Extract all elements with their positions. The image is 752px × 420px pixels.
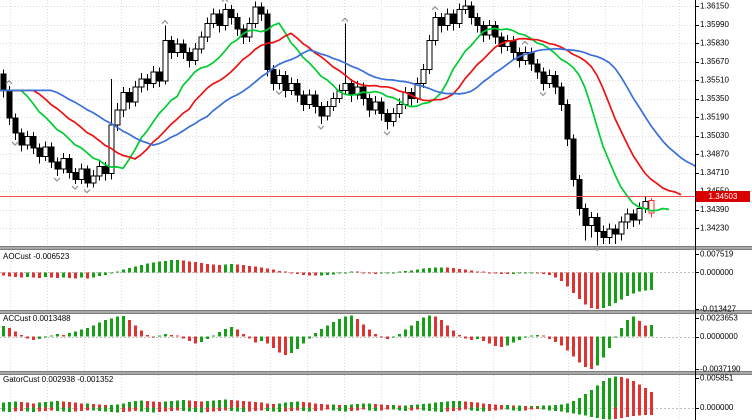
svg-text:0.000000: 0.000000 [700, 268, 734, 277]
indicator-histograms [2, 259, 653, 420]
indicator-label-ao: AOCust -0.006523 [3, 252, 70, 261]
svg-text:0.000000: 0.000000 [700, 403, 734, 412]
svg-text:1.35670: 1.35670 [700, 57, 729, 66]
svg-text:1.34710: 1.34710 [700, 168, 729, 177]
panel-separator[interactable] [0, 371, 752, 375]
fractal-arrows [5, 0, 601, 252]
svg-text:-0.013427: -0.013427 [700, 305, 737, 314]
svg-text:1.34870: 1.34870 [700, 150, 729, 159]
panel-separator[interactable] [0, 310, 752, 314]
alligator-jaw-line [0, 47, 695, 168]
current-price-badge: 1.34503 [696, 190, 750, 202]
svg-text:1.35350: 1.35350 [700, 94, 729, 103]
alligator-lips-line [0, 22, 670, 212]
candlesticks [0, 0, 655, 246]
svg-text:0.0000000: 0.0000000 [700, 332, 738, 341]
svg-text:0.007519: 0.007519 [700, 250, 734, 259]
panel-separator[interactable] [0, 246, 752, 250]
svg-text:1.36150: 1.36150 [700, 2, 729, 11]
svg-text:1.35190: 1.35190 [700, 113, 729, 122]
svg-text:1.35030: 1.35030 [700, 131, 729, 140]
svg-text:1.35990: 1.35990 [700, 20, 729, 29]
svg-text:1.35510: 1.35510 [700, 76, 729, 85]
svg-text:1.35830: 1.35830 [700, 39, 729, 48]
svg-text:0.0023653: 0.0023653 [700, 314, 738, 323]
indicator-label-ac: ACCust 0.0013488 [3, 314, 71, 323]
svg-text:1.34230: 1.34230 [700, 224, 729, 233]
svg-text:0.005851: 0.005851 [700, 374, 734, 383]
svg-text:1.34390: 1.34390 [700, 205, 729, 214]
indicator-label-gator: GatorCust 0.002938 -0.001352 [3, 375, 114, 384]
price-axis[interactable]: 1.36150 1.35990 1.35830 1.35670 1.35510 1.353… [695, 0, 741, 420]
svg-text:-0.0037190: -0.0037190 [700, 365, 741, 374]
alligator-teeth-line [0, 32, 682, 196]
